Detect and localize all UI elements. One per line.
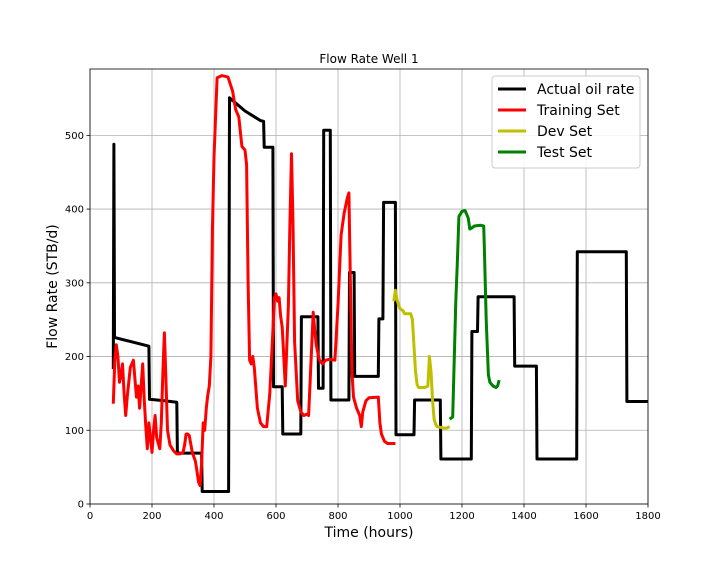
legend-box [491, 75, 641, 169]
axis-ticks: 0 200 400 600 800 1000 1200 1400 1600 1800 0 100 200… [65, 131, 661, 522]
y-tick-label: 0 [78, 500, 84, 511]
x-tick-label: 400 [204, 511, 223, 522]
x-tick-label: 1000 [387, 511, 412, 522]
y-tick-label: 200 [65, 352, 84, 363]
y-tick-label: 300 [65, 278, 84, 289]
x-tick-label: 200 [142, 511, 161, 522]
x-tick-label: 800 [328, 511, 347, 522]
series-line-training-set [111, 74, 396, 488]
legend-label-test-set: Test Set [536, 145, 593, 161]
x-tick-label: 1600 [573, 511, 598, 522]
legend-label-dev-set: Dev Set [537, 124, 593, 140]
x-tick-label: 1800 [635, 511, 660, 522]
series-line-test-set [448, 209, 501, 421]
x-tick-label: 600 [266, 511, 285, 522]
series-line-dev-set [392, 288, 451, 430]
y-tick-label: 400 [65, 205, 84, 216]
y-axis-label: Flow Rate (STB/d) [45, 224, 61, 349]
y-tick-label: 100 [65, 426, 84, 437]
legend-label-actual-oil-rate: Actual oil rate [537, 82, 635, 98]
x-axis-label: Time (hours) [324, 525, 414, 541]
y-tick-label: 500 [65, 131, 84, 142]
chart-title: Flow Rate Well 1 [319, 52, 418, 66]
x-tick-label: 0 [87, 511, 93, 522]
x-tick-label: 1400 [511, 511, 536, 522]
x-tick-label: 1200 [449, 511, 474, 522]
legend: Actual oil rate Training Set Dev Set Test S… [491, 75, 641, 169]
plot-frame [89, 68, 649, 505]
series-lines [111, 74, 648, 493]
legend-label-training-set: Training Set [536, 103, 620, 119]
